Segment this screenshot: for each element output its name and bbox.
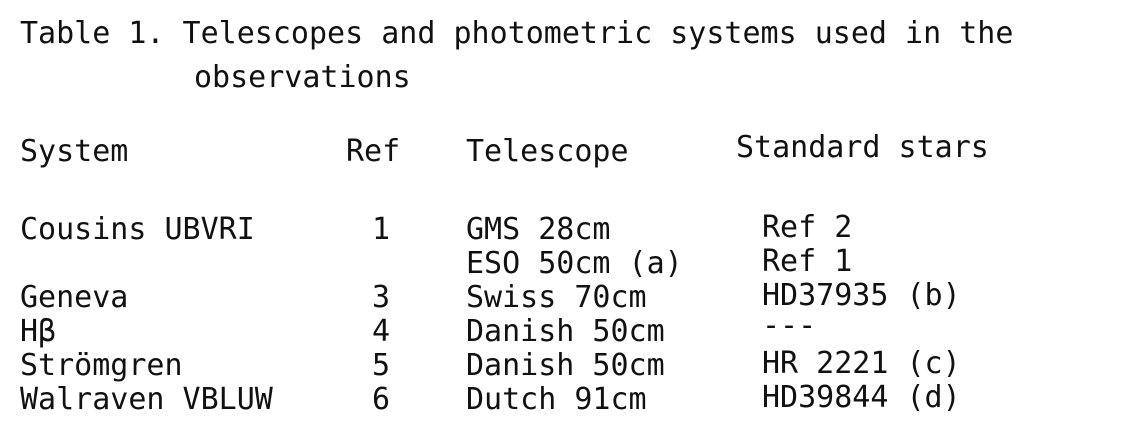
row-5-telescope: Dutch 91cm	[466, 382, 647, 417]
header-standard-stars: Standard stars	[736, 130, 989, 165]
caption-line-1: Table 1. Telescopes and photometric syst…	[20, 16, 1014, 51]
row-0-standard: Ref 2	[762, 210, 853, 245]
row-3-telescope: Danish 50cm	[466, 314, 665, 349]
header-ref: Ref	[346, 134, 401, 169]
row-0-ref: 1	[372, 212, 391, 247]
header-telescope: Telescope	[466, 134, 629, 169]
row-3-standard: ---	[762, 308, 817, 343]
row-1-standard: Ref 1	[762, 244, 853, 279]
row-5-standard: HD39844 (d)	[762, 380, 961, 415]
row-0-telescope: GMS 28cm	[466, 212, 611, 247]
row-2-standard: HD37935 (b)	[762, 278, 961, 313]
row-4-telescope: Danish 50cm	[466, 348, 665, 383]
row-5-ref: 6	[372, 382, 391, 417]
row-2-telescope: Swiss 70cm	[466, 280, 647, 315]
row-1-telescope: ESO 50cm (a)	[466, 246, 683, 281]
row-2-system: Geneva	[20, 280, 129, 315]
row-3-ref: 4	[372, 314, 391, 349]
row-2-ref: 3	[372, 280, 391, 315]
row-4-standard: HR 2221 (c)	[762, 346, 961, 381]
row-4-system: Strömgren	[20, 348, 183, 383]
caption-line-2: observations	[194, 60, 411, 95]
row-4-ref: 5	[372, 348, 391, 383]
table-caption: Table 1. Telescopes and photometric syst…	[20, 12, 1013, 100]
row-5-system: Walraven VBLUW	[20, 382, 273, 417]
header-system: System	[20, 134, 129, 169]
row-0-system: Cousins UBVRI	[20, 212, 255, 247]
row-3-system: Hβ	[20, 314, 57, 349]
